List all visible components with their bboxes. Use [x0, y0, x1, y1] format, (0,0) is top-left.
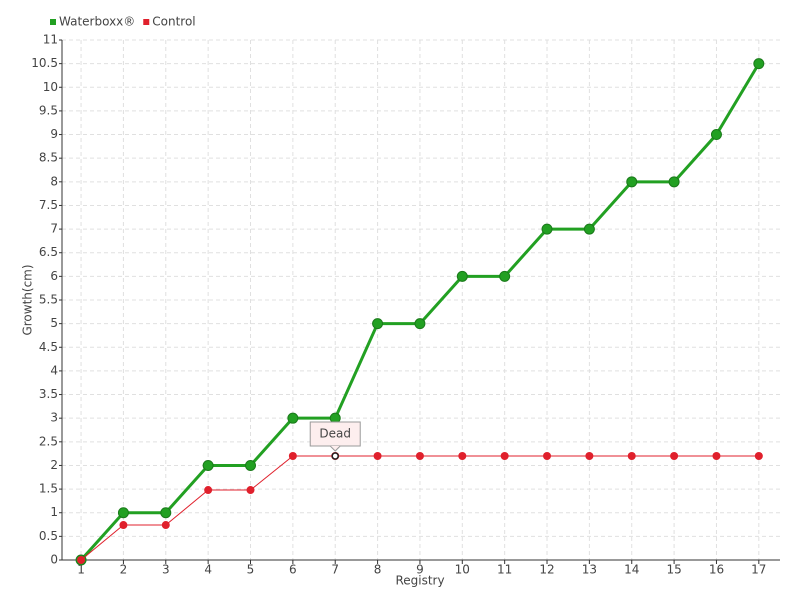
y-tick-label: 3 [50, 411, 58, 425]
point [500, 452, 509, 460]
point [670, 452, 679, 460]
point [161, 521, 170, 530]
point [288, 452, 297, 460]
legend-swatch [50, 19, 56, 25]
annotation-text: Dead [319, 427, 351, 441]
x-tick-label: 6 [289, 563, 297, 577]
point [541, 223, 553, 235]
y-tick-label: 1.5 [39, 482, 58, 496]
point [583, 223, 595, 235]
x-tick-label: 15 [666, 563, 681, 577]
point [246, 486, 255, 495]
point [202, 459, 214, 471]
y-tick-label: 9 [50, 127, 58, 141]
annotation-pointer [329, 445, 341, 452]
point [458, 452, 467, 460]
point [753, 58, 765, 70]
x-tick-label: 12 [539, 563, 554, 577]
point [543, 452, 552, 460]
point [712, 452, 721, 460]
point [117, 507, 129, 519]
point [77, 556, 86, 564]
x-tick-label: 13 [582, 563, 597, 577]
legend-label: Waterboxx® [59, 15, 135, 29]
point [119, 521, 128, 530]
annotation-point [331, 452, 339, 460]
x-tick-label: 11 [497, 563, 512, 577]
y-tick-label: 4.5 [39, 340, 58, 354]
x-tick-label: 8 [374, 563, 382, 577]
y-axis-label: Growth(cm) [21, 264, 35, 335]
y-tick-label: 7.5 [39, 198, 58, 212]
x-axis-label: Registry [395, 574, 444, 588]
point [627, 452, 636, 460]
y-tick-label: 0 [50, 553, 58, 567]
point [372, 318, 384, 330]
y-tick-label: 4 [50, 363, 58, 377]
point [456, 270, 468, 282]
x-tick-label: 7 [331, 563, 339, 577]
y-tick-label: 10 [43, 80, 58, 94]
x-tick-label: 5 [247, 563, 255, 577]
y-tick-label: 5.5 [39, 293, 58, 307]
x-tick-label: 16 [709, 563, 724, 577]
y-tick-label: 3.5 [39, 387, 58, 401]
legend-label: Control [152, 15, 195, 29]
y-tick-label: 8.5 [39, 151, 58, 165]
legend-swatch [143, 19, 150, 25]
point [415, 452, 424, 460]
y-tick-label: 6 [50, 269, 58, 283]
x-tick-label: 4 [204, 563, 212, 577]
point [626, 176, 638, 188]
y-tick-label: 7 [50, 222, 58, 236]
y-tick-label: 0.5 [39, 529, 58, 543]
point [287, 412, 299, 424]
x-tick-label: 2 [120, 563, 128, 577]
y-tick-label: 10.5 [31, 56, 58, 70]
y-tick-label: 5 [50, 316, 58, 330]
point [710, 129, 722, 141]
y-tick-label: 2.5 [39, 434, 58, 448]
y-tick-label: 9.5 [39, 103, 58, 117]
y-tick-label: 2 [50, 458, 58, 472]
point [499, 270, 511, 282]
point [754, 452, 763, 460]
point [414, 318, 426, 330]
x-tick-label: 17 [751, 563, 766, 577]
y-tick-label: 11 [43, 33, 58, 47]
x-tick-label: 9 [416, 563, 424, 577]
point [245, 459, 257, 471]
point [585, 452, 594, 460]
x-tick-label: 3 [162, 563, 170, 577]
x-tick-label: 14 [624, 563, 639, 577]
x-tick-label: 1 [77, 563, 85, 577]
y-tick-label: 1 [50, 505, 58, 519]
point [204, 486, 213, 495]
x-tick-label: 10 [455, 563, 470, 577]
point [160, 507, 172, 519]
y-tick-label: 6.5 [39, 245, 58, 259]
y-tick-label: 8 [50, 174, 58, 188]
point [668, 176, 680, 188]
point [373, 452, 382, 460]
